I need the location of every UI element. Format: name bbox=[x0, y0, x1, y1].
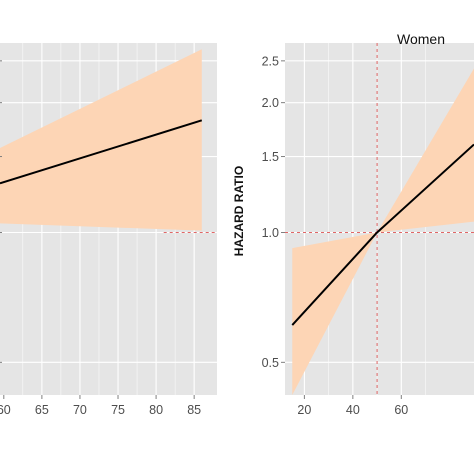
x-tick-label: 60 bbox=[0, 403, 11, 417]
x-tick-label: 80 bbox=[149, 403, 163, 417]
chart-title: Women bbox=[397, 31, 445, 47]
women-panel: 20 40 60 0.5 1.0 1.5 2.0 2.5 bbox=[262, 43, 474, 417]
y-tick-label: 1.5 bbox=[262, 150, 279, 164]
left-panel: 60 65 70 75 80 85 bbox=[0, 43, 217, 417]
women-panel-annotations: Women HAZARD RATIO bbox=[232, 31, 445, 256]
x-tick-label: 70 bbox=[73, 403, 87, 417]
plot-area bbox=[0, 43, 217, 395]
x-tick-label: 85 bbox=[187, 403, 201, 417]
x-tick-label: 60 bbox=[394, 403, 408, 417]
confidence-band bbox=[0, 49, 202, 231]
y-tick-label: 0.5 bbox=[262, 356, 279, 370]
x-tick-label: 20 bbox=[297, 403, 311, 417]
hazard-ratio-line bbox=[0, 119, 203, 185]
x-tick-label: 75 bbox=[111, 403, 125, 417]
x-tick-label: 40 bbox=[346, 403, 360, 417]
x-tick-label: 65 bbox=[35, 403, 49, 417]
y-tick-label: 1.0 bbox=[262, 226, 279, 240]
hazard-ratio-line bbox=[291, 143, 474, 326]
plot-area bbox=[285, 43, 474, 395]
confidence-band bbox=[292, 68, 474, 395]
y-tick-label: 2.0 bbox=[262, 96, 279, 110]
y-axis-label: HAZARD RATIO bbox=[232, 166, 246, 256]
y-tick-label: 2.5 bbox=[262, 54, 279, 68]
